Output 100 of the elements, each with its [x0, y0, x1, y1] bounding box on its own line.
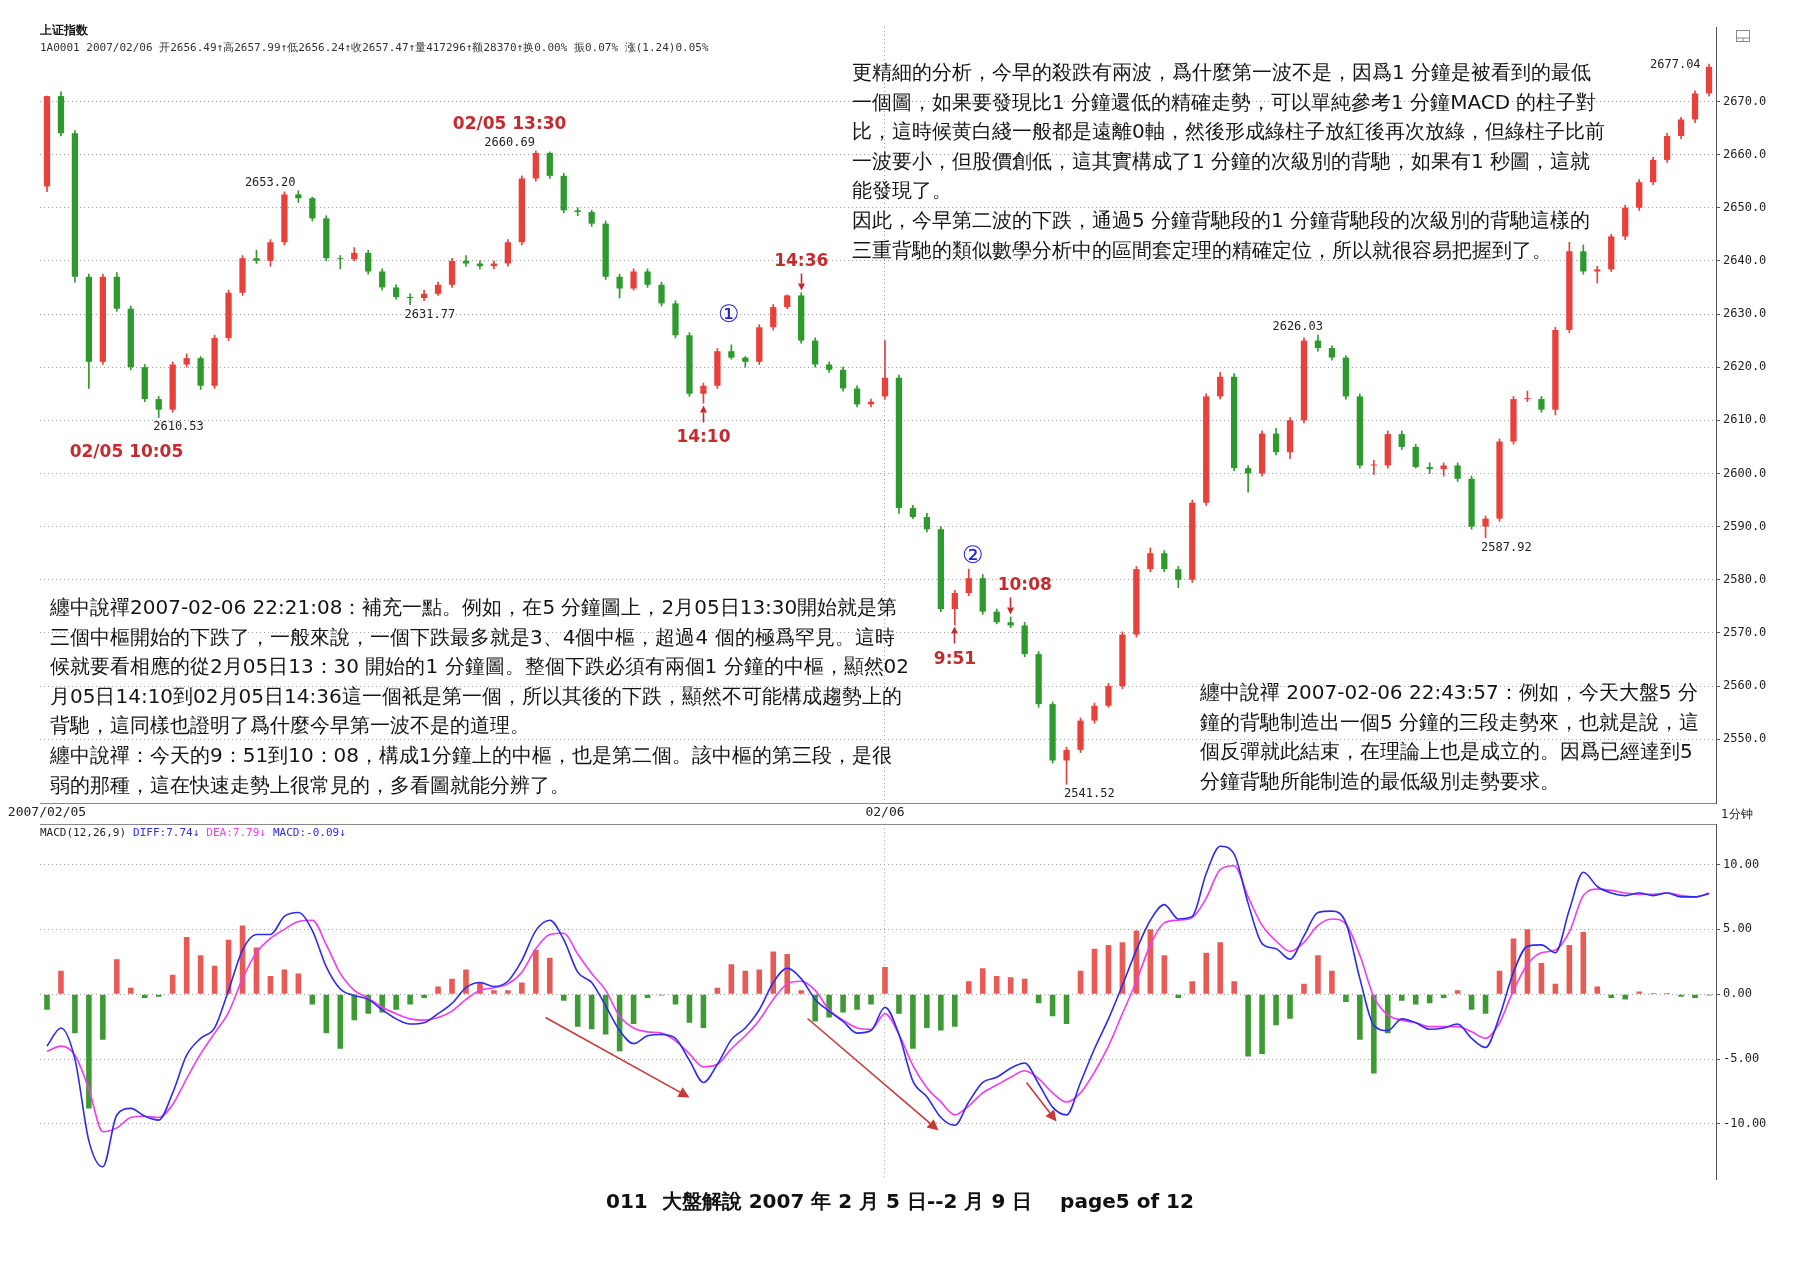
bar [784, 953, 791, 994]
bar [742, 970, 749, 994]
bar [952, 994, 958, 1027]
bar [183, 937, 190, 994]
bar [840, 994, 846, 1013]
x-tick-label: 02/06 [865, 804, 905, 820]
bar [770, 951, 777, 994]
y-tick-label: 2550.0 [1723, 731, 1767, 746]
annotation: 纏中說禪 2007-02-06 22:43:57：例如，今天大盤5 分鐘的背馳制造出一個5 分鐘的三段走勢來，也就是說，這個反彈就此結束，在理論上也是成立的。因爲已經達到5 分鐘背馳所能制造的最低級別走勢要求。 [1200, 679, 1701, 795]
bar [337, 994, 344, 1049]
bar [407, 994, 413, 1005]
line-series [46, 845, 1710, 1168]
candlestick [1426, 462, 1433, 474]
bar [854, 994, 860, 1010]
bar [1273, 994, 1279, 1026]
bar [1175, 994, 1182, 999]
annotation: 因此，今早第二波的下跌，通過5 分鐘背馳段的1 分鐘背馳段的次級別的背馳這樣的三重背馳的類似數學分析中的區間套定理的精確定位，所以就很容易把握到了。 [852, 207, 1592, 264]
bar [1105, 944, 1112, 994]
bar [169, 974, 176, 994]
y-tick-label: -10.00 [1723, 1116, 1767, 1131]
y-tick-label: 2630.0 [1723, 306, 1767, 321]
bar [127, 987, 134, 994]
annotation: 2631.77 [404, 306, 456, 321]
bar [910, 994, 916, 1049]
annotation: ② [962, 541, 984, 569]
bar [1301, 983, 1307, 994]
y-tick-label: 2670.0 [1723, 93, 1767, 108]
x-axis-title: 1分钟 [1721, 806, 1753, 823]
bar [993, 976, 1000, 994]
bar [1203, 952, 1210, 994]
y-tick-label: 2570.0 [1723, 625, 1767, 640]
bar [533, 950, 539, 994]
bar [1594, 986, 1601, 994]
y-tick-label: 2600.0 [1723, 465, 1767, 480]
bar [938, 994, 944, 1031]
bar [86, 994, 92, 1109]
bar [1077, 970, 1084, 994]
annotation: 更精細的分析，今早的殺跌有兩波，爲什麼第一波不是，因爲1 分鐘是被看到的最低一個圖，如果要發現比1 分鐘還低的精確走勢，可以單純參考1 分鐘MACD 的柱子對比，這時候黄白綫一般都是遠離0軸，然後形成綠柱子放紅後再次放綠，但綠柱子比前一波要小，但股價創低，這其實構成了1 分鐘的次級別的背馳，如果有1 秒圖，這就能發現了。 [852, 59, 1606, 205]
annotation: 14:10 [676, 426, 731, 447]
x-tick-label: 2007/02/05 [7, 804, 87, 820]
annotation: 2677.04 [1650, 56, 1701, 71]
text: 1A0001 2007/02/06 开2656.49↑高2657.99↑低2656.24↑收2657.47↑量417296↑额28370↑换0.00% 振0.07% 涨(1.24)0.05% [40, 40, 709, 55]
annotation: 02/05 10:05 [69, 441, 184, 462]
y-tick-label: 2560.0 [1723, 678, 1767, 693]
candlestick [574, 207, 581, 217]
bar [267, 976, 274, 994]
y-tick-label: 5.00 [1723, 921, 1752, 936]
bar [812, 994, 818, 1022]
bar [1384, 994, 1391, 1034]
bar [1189, 981, 1196, 994]
bar [309, 994, 316, 1005]
bar [141, 994, 148, 999]
annotation: 2541.52 [1064, 786, 1115, 801]
bar [1636, 991, 1642, 994]
bar [1454, 990, 1461, 994]
bar [491, 990, 497, 994]
chart-title: MACD(12,26,9) [40, 826, 127, 839]
bar [756, 969, 763, 994]
bar [1161, 955, 1168, 994]
annotation: 2587.92 [1481, 539, 1532, 554]
chart-title: 上证指数 [40, 22, 88, 39]
bar [1538, 963, 1545, 994]
bar [1482, 994, 1489, 1014]
bar [896, 994, 902, 1014]
y-tick-label: 2640.0 [1723, 252, 1767, 267]
annotation: 2610.53 [153, 419, 204, 434]
line-series [46, 864, 1710, 1133]
bar [393, 994, 399, 1010]
bar [505, 990, 511, 994]
annotation: 纏中說禪2007-02-06 22:21:08：補充一點。例如，在5 分鐘圖上，2月05日13:30開始就是第三個中樞開始的下跌了，一般來說，一個下跌最多就是3、4個中樞，超過4 個的極爲罕見。這時候就要看相應的從2月05日13：30 開始的1 分鐘圖。整個下跌必須有兩個1 分鐘的中樞，顯然02月05日14:10到02月05日14:36這一個衹是第一個，所以其後的下跌，顯然不可能構成趨勢上的背馳，這同樣也證明了爲什麼今早第一波不是的道理。 [50, 594, 910, 740]
bar [1091, 948, 1098, 994]
bar [1580, 931, 1587, 994]
annotation: ① [718, 300, 740, 328]
text: DIFF:7.74↓ [133, 826, 200, 839]
bar [72, 994, 78, 1034]
bar [435, 986, 441, 994]
bar [574, 994, 581, 1027]
text: 011 大盤解說 2007 年 2 月 5 日--2 月 9 日 page5 of 12 [606, 1188, 1194, 1215]
bar [351, 994, 358, 1021]
bar [1678, 994, 1684, 997]
bar [1343, 994, 1349, 1002]
bar [560, 994, 567, 1001]
bar [295, 973, 302, 994]
bar [1622, 994, 1629, 1000]
bar [58, 970, 64, 994]
bar [44, 994, 50, 1010]
bar [672, 994, 679, 1005]
bar [197, 955, 204, 994]
bar [1231, 981, 1237, 994]
annotation: 2653.20 [244, 174, 296, 189]
y-tick-label: 2580.0 [1723, 571, 1767, 586]
annotation: 2660.69 [484, 134, 535, 149]
bar [1398, 994, 1405, 1001]
annotation: 02/05 13:30 [452, 112, 567, 133]
y-tick-label: 2590.0 [1723, 518, 1767, 533]
bar [155, 994, 162, 997]
bar [1217, 942, 1223, 994]
candlestick [462, 255, 470, 267]
bar [114, 959, 120, 994]
text: DEA:7.79↓ [206, 826, 266, 839]
